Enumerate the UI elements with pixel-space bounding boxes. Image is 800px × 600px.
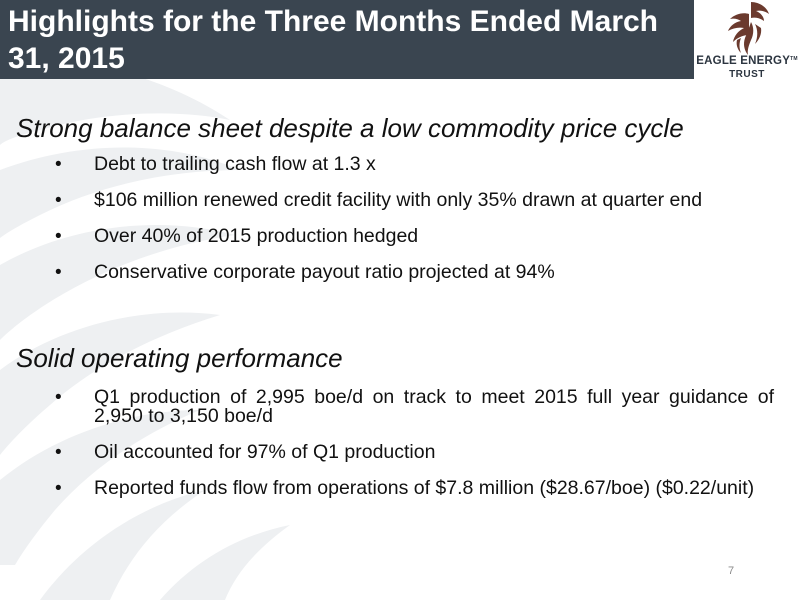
section-heading-balance-sheet: Strong balance sheet despite a low commo…: [16, 113, 684, 143]
section-heading-operating-performance: Solid operating performance: [16, 343, 343, 373]
bullet-text: $106 million renewed credit facility wit…: [94, 189, 703, 211]
list-item: • Oil accounted for 97% of Q1 production: [0, 441, 774, 463]
bullet-glyph: •: [55, 190, 62, 211]
bullet-glyph: •: [55, 387, 62, 408]
bullet-glyph: •: [55, 478, 62, 499]
list-item: • $106 million renewed credit facility w…: [0, 189, 774, 211]
bullet-text: Conservative corporate payout ratio proj…: [94, 261, 555, 283]
page-title: Highlights for the Three Months Ended Ma…: [8, 5, 659, 75]
logo-subtitle: TRUST: [729, 69, 765, 80]
bullet-text: Debt to trailing cash flow at 1.3 x: [94, 153, 376, 175]
list-item: • Over 40% of 2015 production hedged: [0, 225, 774, 247]
logo-wordmark: EAGLE ENERGYTM: [696, 55, 798, 67]
bullet-text: Over 40% of 2015 production hedged: [94, 225, 419, 247]
list-item: • Debt to trailing cash flow at 1.3 x: [0, 153, 774, 175]
list-item: • Reported funds flow from operations of…: [0, 477, 774, 499]
company-logo: EAGLE ENERGYTM TRUST: [694, 0, 800, 84]
list-item: • Q1 production of 2,995 boe/d on track …: [0, 386, 774, 427]
bullet-text: Q1 production of 2,995 boe/d on track to…: [94, 386, 774, 427]
bullet-glyph: •: [55, 154, 62, 175]
eagle-head-icon: [728, 2, 769, 55]
bullet-list-operating-performance: • Q1 production of 2,995 boe/d on track …: [0, 386, 800, 515]
title-bar: Highlights for the Three Months Ended Ma…: [0, 0, 694, 79]
bullet-glyph: •: [55, 442, 62, 463]
bullet-glyph: •: [55, 262, 62, 283]
page-number: 7: [728, 565, 735, 577]
bullet-list-balance-sheet: • Debt to trailing cash flow at 1.3 x • …: [0, 153, 800, 299]
bullet-text: Oil accounted for 97% of Q1 production: [94, 441, 436, 463]
list-item: • Conservative corporate payout ratio pr…: [0, 261, 774, 283]
bullet-glyph: •: [55, 226, 62, 247]
bullet-text: Reported funds flow from operations of $…: [94, 477, 755, 499]
